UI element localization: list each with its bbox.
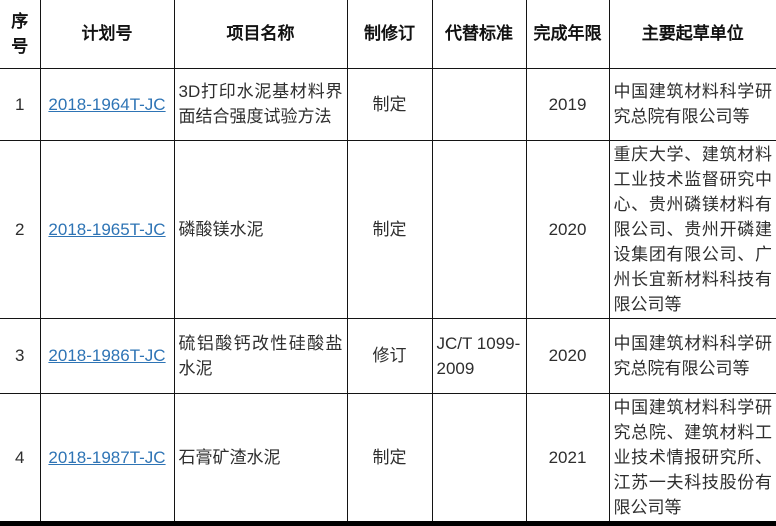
drafting-units-cell: 重庆大学、建筑材料工业技术监督研究中心、贵州磷镁材料有限公司、贵州开磷建设集团有… [608,139,776,319]
replaced-standard-cell [431,139,527,319]
project-name-cell: 石膏矿渣水泥 [173,392,348,526]
project-name-cell: 3D打印水泥基材料界面结合强度试验方法 [173,67,348,141]
revision-type-cell: 制定 [346,139,433,319]
plan-no-cell: 2018-1965T-JC [39,139,175,319]
drafting-units-cell: 中国建筑材料科学研究总院有限公司等 [608,317,776,394]
plan-no-link[interactable]: 2018-1987T-JC [48,447,166,467]
seq-cell: 1 [0,67,41,141]
table-header-row: 序号 计划号 项目名称 制修订 代替标准 完成年限 主要起草单位 [0,0,776,69]
replaced-standard-cell [431,67,527,141]
seq-cell: 2 [0,139,41,319]
project-name-cell: 磷酸镁水泥 [173,139,348,319]
plan-no-cell: 2018-1964T-JC [39,67,175,141]
col-header-revision-type: 制修订 [346,0,433,69]
completion-year-cell: 2020 [525,317,610,394]
col-header-drafting-units: 主要起草单位 [608,0,776,69]
col-header-replaced-standard: 代替标准 [431,0,527,69]
table-row: 1 2018-1964T-JC 3D打印水泥基材料界面结合强度试验方法 制定 2… [0,67,776,141]
table-row: 4 2018-1987T-JC 石膏矿渣水泥 制定 2021 中国建筑材料科学研… [0,392,776,526]
plan-no-link[interactable]: 2018-1965T-JC [48,219,166,239]
revision-type-cell: 修订 [346,317,433,394]
replaced-standard-cell: JC/T 1099-2009 [431,317,527,394]
seq-cell: 3 [0,317,41,394]
table-row: 2 2018-1965T-JC 磷酸镁水泥 制定 2020 重庆大学、建筑材料工… [0,139,776,319]
project-name-cell: 硫铝酸钙改性硅酸盐水泥 [173,317,348,394]
completion-year-cell: 2020 [525,139,610,319]
seq-cell: 4 [0,392,41,526]
col-header-plan-no: 计划号 [39,0,175,69]
completion-year-cell: 2021 [525,392,610,526]
table-row: 3 2018-1986T-JC 硫铝酸钙改性硅酸盐水泥 修订 JC/T 1099… [0,317,776,394]
col-header-completion-year: 完成年限 [525,0,610,69]
plan-no-link[interactable]: 2018-1964T-JC [48,94,166,114]
completion-year-cell: 2019 [525,67,610,141]
drafting-units-cell: 中国建筑材料科学研究总院有限公司等 [608,67,776,141]
plan-no-link[interactable]: 2018-1986T-JC [48,346,166,365]
plan-no-cell: 2018-1987T-JC [39,392,175,526]
replaced-standard-cell [431,392,527,526]
revision-type-cell: 制定 [346,67,433,141]
col-header-seq: 序号 [0,0,41,69]
col-header-project-name: 项目名称 [173,0,348,69]
revision-type-cell: 制定 [346,392,433,526]
plan-no-cell: 2018-1986T-JC [39,317,175,394]
drafting-units-cell: 中国建筑材料科学研究总院、建筑材料工业技术情报研究所、江苏一夫科技股份有限公司等 [608,392,776,526]
